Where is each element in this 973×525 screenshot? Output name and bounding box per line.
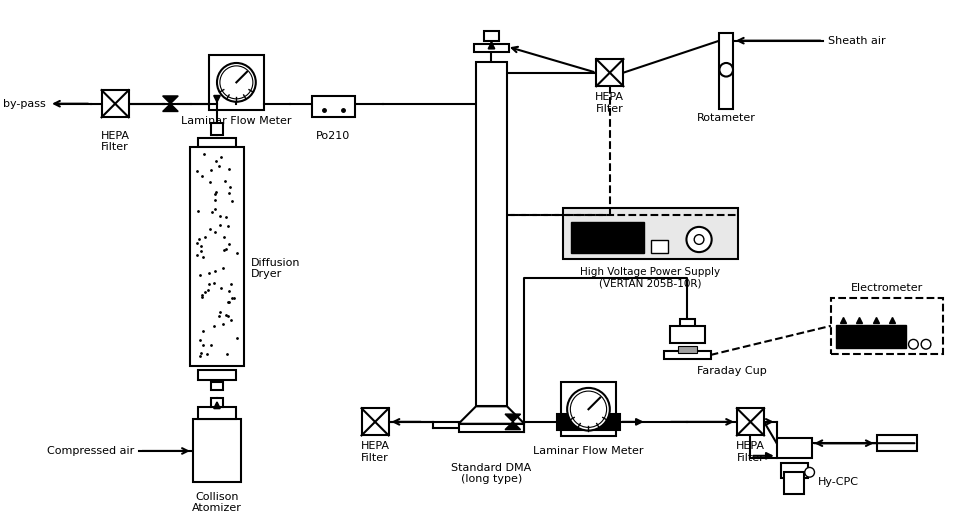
Text: HEPA
Filter: HEPA Filter <box>361 441 389 463</box>
Circle shape <box>570 391 606 427</box>
Text: by-pass: by-pass <box>3 99 46 109</box>
Bar <box>678 346 697 353</box>
Bar <box>651 239 668 253</box>
Circle shape <box>220 66 253 99</box>
Text: Standard DMA
(long type): Standard DMA (long type) <box>451 463 531 484</box>
Bar <box>670 326 704 343</box>
Circle shape <box>719 63 733 77</box>
Bar <box>831 298 943 354</box>
Polygon shape <box>162 96 178 111</box>
Bar <box>780 463 808 478</box>
Circle shape <box>694 235 703 244</box>
Text: Po210: Po210 <box>316 131 350 141</box>
Circle shape <box>805 467 814 477</box>
Text: HEPA
Filter: HEPA Filter <box>736 441 765 463</box>
Bar <box>198 138 236 148</box>
Bar <box>719 33 733 109</box>
Text: Collison
Atomizer: Collison Atomizer <box>192 492 242 513</box>
Bar <box>596 59 624 86</box>
Bar <box>571 222 644 253</box>
Bar <box>476 62 507 406</box>
Bar <box>211 123 223 135</box>
Bar <box>680 319 695 327</box>
Bar <box>190 148 244 365</box>
Bar <box>877 435 918 451</box>
Text: HEPA
Filter: HEPA Filter <box>100 131 129 152</box>
Bar <box>209 55 264 110</box>
Bar <box>101 90 128 117</box>
Bar <box>211 382 223 390</box>
Circle shape <box>217 63 256 102</box>
Bar <box>211 397 223 407</box>
Bar <box>484 31 499 40</box>
Bar <box>558 414 620 429</box>
Bar <box>193 419 241 482</box>
Circle shape <box>567 388 610 430</box>
Bar <box>665 351 710 359</box>
Text: Hy-CPC: Hy-CPC <box>818 477 859 487</box>
Text: Laminar Flow Meter: Laminar Flow Meter <box>533 446 644 456</box>
Bar <box>458 424 524 432</box>
Text: HEPA
Filter: HEPA Filter <box>595 92 625 114</box>
Bar <box>776 438 811 458</box>
Bar <box>737 408 764 435</box>
Text: High Voltage Power Supply
(VERTAN 205B-10R): High Voltage Power Supply (VERTAN 205B-1… <box>581 267 721 288</box>
Circle shape <box>909 339 919 349</box>
Text: Electrometer: Electrometer <box>850 283 922 293</box>
Bar <box>784 472 804 493</box>
Bar <box>561 382 616 436</box>
Text: Rotameter: Rotameter <box>697 113 756 123</box>
Circle shape <box>921 339 931 349</box>
Text: Laminar Flow Meter: Laminar Flow Meter <box>181 117 292 127</box>
Bar <box>563 208 738 259</box>
Bar <box>362 408 388 435</box>
Text: Faraday Cup: Faraday Cup <box>697 365 767 375</box>
Text: Compressed air: Compressed air <box>48 446 134 456</box>
Text: Sheath air: Sheath air <box>828 36 885 46</box>
Bar <box>312 96 355 117</box>
Circle shape <box>686 227 711 252</box>
Bar <box>198 407 236 419</box>
Polygon shape <box>458 406 524 424</box>
Bar <box>474 44 509 52</box>
Bar <box>836 325 906 348</box>
Text: Diffusion
Dryer: Diffusion Dryer <box>251 258 301 279</box>
Polygon shape <box>505 414 521 429</box>
Bar <box>198 371 236 380</box>
